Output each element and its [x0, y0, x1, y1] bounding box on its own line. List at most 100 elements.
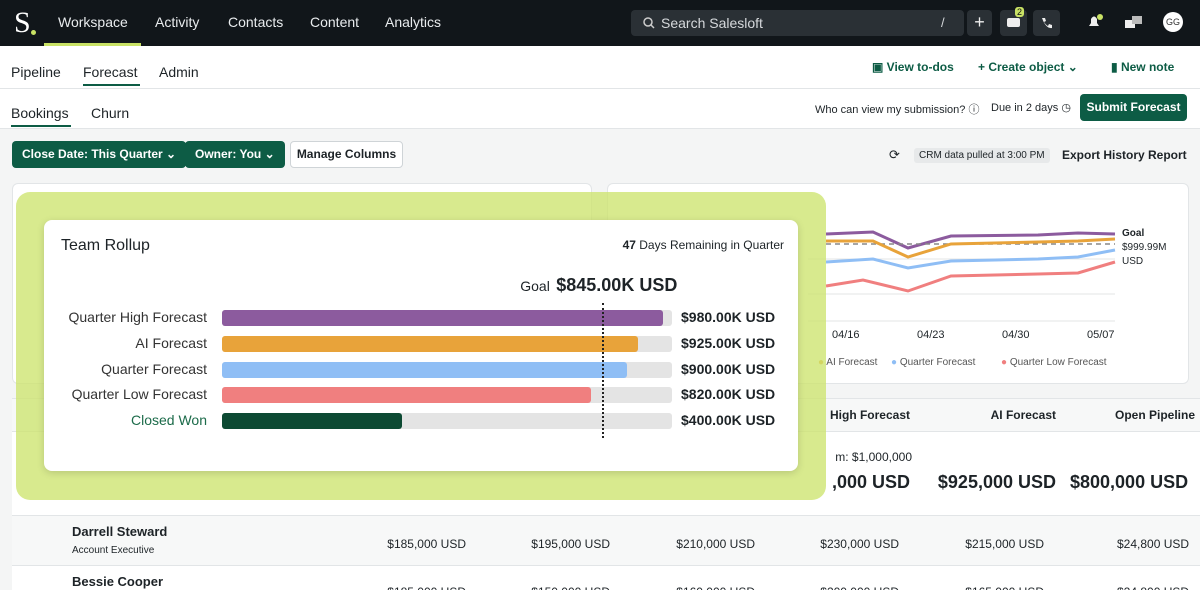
bar-value-label: $820.00K USD — [681, 386, 776, 403]
manage-columns[interactable]: Manage Columns — [290, 141, 403, 168]
goal-label: Goal — [520, 278, 550, 294]
subnav-tab[interactable]: Admin — [159, 64, 199, 80]
table-cell: $165,000 USD — [965, 585, 1044, 590]
phone-button[interactable] — [1033, 10, 1060, 36]
rep-name[interactable]: Darrell Steward — [72, 524, 168, 539]
toolbar-tab[interactable]: Bookings — [11, 105, 69, 121]
table-cell: $160,000 USD — [676, 585, 755, 590]
nav-underline — [44, 43, 141, 46]
legend-entry: ● Quarter Low Forecast — [1001, 357, 1107, 368]
bar-label: Closed Won — [130, 412, 207, 429]
rollup-title: Team Rollup — [61, 237, 150, 254]
export-history[interactable]: Export History Report — [1062, 148, 1187, 162]
summary-value: ,000 USD — [831, 472, 910, 492]
bar-value-label: $980.00K USD — [681, 309, 776, 325]
trend-line — [825, 248, 1116, 270]
days-count: 47 — [622, 238, 636, 252]
toolbar: Bookings Churn Who can view my submissio… — [0, 89, 1200, 129]
nav-item[interactable]: Analytics — [385, 14, 442, 30]
bar-label: Quarter High Forecast — [68, 309, 208, 325]
date-label: 05/07 — [1087, 329, 1115, 341]
logo[interactable]: S — [14, 6, 31, 39]
bar — [222, 310, 663, 326]
table-cell: $230,000 USD — [820, 537, 899, 551]
summary-value: $800,000 USD — [1070, 472, 1189, 492]
new-note[interactable]: ▮ New note — [1111, 60, 1175, 74]
trend-end-label: USD — [1122, 256, 1144, 267]
message-badge: 2 — [1015, 7, 1025, 17]
days-label: Days Remaining in Quarter — [639, 238, 784, 252]
table-cell: $215,000 USD — [965, 537, 1044, 551]
table-row — [12, 515, 1200, 566]
rep-title: Account Executive — [72, 545, 155, 556]
days-remaining: 47 Days Remaining in Quarter — [623, 238, 784, 252]
bar — [222, 413, 402, 430]
rollup-card: Team Rollup 47 Days Remaining in Quarter… — [44, 220, 798, 471]
search-icon — [643, 17, 655, 29]
nav-item[interactable]: Workspace — [58, 14, 128, 30]
trend-line — [826, 237, 1116, 259]
legend-entry: ● Quarter Forecast — [891, 357, 976, 368]
owner-filter[interactable]: Owner: You ⌄ — [185, 141, 285, 168]
tab-underline — [11, 125, 71, 127]
column-header: High Forecast — [829, 408, 910, 422]
bar-value-label: $400.00K USD — [681, 412, 776, 429]
create-object[interactable]: + Create object ⌄ — [978, 60, 1078, 74]
toolbar-tab[interactable]: Churn — [91, 105, 130, 121]
refresh-icon[interactable]: ⟳ — [889, 147, 900, 162]
bell-icon[interactable] — [1086, 14, 1104, 30]
goal-line — [602, 303, 605, 438]
message-icon — [1007, 18, 1020, 27]
nav-item[interactable]: Activity — [155, 14, 200, 30]
trend-line — [825, 260, 1116, 293]
bar-value-label: $900.00K USD — [681, 360, 776, 377]
subnav-tab[interactable]: Forecast — [83, 64, 138, 80]
trend-end-label: Goal — [1122, 228, 1145, 239]
table-cell: $24,800 USD — [1117, 537, 1190, 551]
add-button[interactable]: + — [967, 10, 992, 36]
messages-button[interactable]: 2 — [1000, 7, 1027, 36]
apps-icon[interactable] — [1125, 16, 1143, 30]
bar-label: Quarter Forecast — [101, 360, 207, 377]
close-date-filter[interactable]: Close Date: This Quarter ⌄ — [12, 141, 187, 168]
table-cell: $200,000 USD — [820, 585, 899, 590]
date-label: 04/23 — [917, 329, 945, 341]
crm-status: CRM data pulled at 3:00 PM — [914, 148, 1050, 163]
table-cell: $210,000 USD — [676, 537, 755, 551]
legend-label: Quarter Forecast — [899, 357, 976, 368]
table-cell: $24,800 USD — [1117, 585, 1189, 590]
trend-chart — [808, 230, 1116, 322]
nav-item[interactable]: Content — [310, 14, 360, 30]
bar — [222, 361, 627, 378]
due-text: Due in 2 days — [991, 102, 1059, 114]
filter-label: Owner: You — [195, 147, 262, 161]
visibility-text: Who can view my submission? — [815, 104, 966, 116]
column-header: AI Forecast — [990, 408, 1056, 422]
trend-line — [825, 230, 1116, 250]
search-shortcut: / — [941, 15, 945, 30]
tab-underline — [83, 84, 140, 86]
column-header: Open Pipeline — [1115, 408, 1196, 422]
subnav-tab[interactable]: Pipeline — [11, 64, 61, 80]
visibility-question[interactable]: Who can view my submission? ⓘ — [815, 104, 980, 116]
avatar[interactable]: GG — [1163, 12, 1183, 32]
legend-entry: ● AI Forecast — [818, 357, 877, 368]
table-cell: $185,000 USD — [387, 585, 466, 590]
search-placeholder: Search Salesloft — [661, 15, 763, 31]
nav-item[interactable]: Contacts — [228, 14, 284, 30]
trend-grid — [808, 258, 1115, 322]
table-cell: $185,000 USD — [387, 537, 466, 551]
filter-label: Close Date: This Quarter — [22, 147, 163, 161]
legend-label: Quarter Low Forecast — [1009, 357, 1107, 368]
summary-note: m: $1,000,000 — [835, 450, 912, 464]
rep-name[interactable]: Bessie Cooper — [72, 574, 164, 589]
phone-icon — [1042, 18, 1052, 29]
view-todos[interactable]: ▣ View to-dos — [872, 60, 954, 74]
create-object-label: Create object — [988, 60, 1065, 74]
search-box[interactable]: Search Salesloft / — [631, 10, 964, 36]
goal-value: $845.00K USD — [556, 275, 678, 295]
top-nav: S Workspace Activity Contacts Content An… — [0, 0, 1200, 46]
submit-button[interactable]: Submit Forecast — [1080, 94, 1187, 121]
legend-label: AI Forecast — [826, 357, 878, 368]
bar-value-label: $925.00K USD — [681, 334, 776, 351]
